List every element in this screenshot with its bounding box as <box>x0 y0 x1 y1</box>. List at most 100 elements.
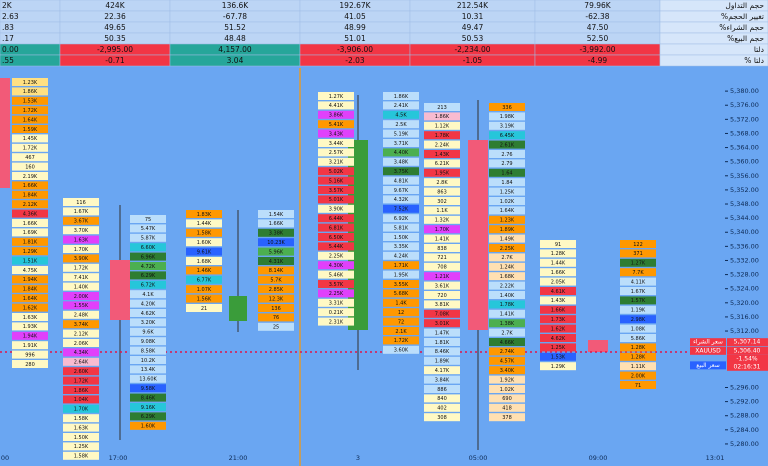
cell <box>130 356 166 364</box>
cell <box>620 268 656 277</box>
header-value: 51.52 <box>224 23 246 32</box>
cell-value: 76 <box>273 315 279 321</box>
cell-value: 2.76 <box>501 152 512 158</box>
cell <box>489 356 525 365</box>
cell <box>130 252 166 261</box>
cell-value: 4.5K <box>395 113 407 119</box>
tag-extra-box <box>727 354 768 371</box>
cell <box>489 375 525 384</box>
cell-value: 4.34K <box>74 350 89 356</box>
header-value: 212.54K <box>457 1 489 10</box>
cell-value: 6.21K <box>435 161 450 167</box>
cell-value: 1.66K <box>23 221 38 227</box>
cell-value: 6.81K <box>329 225 344 231</box>
header-value: 192.67K <box>339 1 371 10</box>
cell-value: 1.11K <box>631 364 646 370</box>
cell-value: 1.50K <box>74 435 89 441</box>
cell-value: 2.74K <box>500 349 515 355</box>
cell-value: 2.79 <box>501 161 512 167</box>
cell-value: 3.55K <box>394 282 409 288</box>
cell-value: 402 <box>437 406 447 412</box>
cell <box>63 376 99 385</box>
cell-value: 1.04K <box>74 397 89 403</box>
header-value: -2.03 <box>345 56 365 65</box>
cell <box>258 210 294 218</box>
cell <box>12 341 48 350</box>
cell <box>424 328 460 337</box>
cell <box>63 310 99 319</box>
cell <box>424 366 460 375</box>
header-value: 2.63 <box>2 12 19 21</box>
header-value: 4,157.00 <box>218 45 252 54</box>
cell-value: 1.38K <box>500 321 515 327</box>
tag-price: 5,307.14 <box>734 339 761 346</box>
cell-value: 6.72K <box>141 283 156 289</box>
cell <box>12 228 48 237</box>
cell <box>424 281 460 290</box>
cell-value: 1.41K <box>435 236 450 242</box>
cell <box>424 356 460 365</box>
cell-value: 1.08K <box>631 326 646 332</box>
cell <box>258 247 294 256</box>
cell <box>489 253 525 262</box>
cell <box>489 197 525 205</box>
cell <box>424 262 460 271</box>
cell <box>318 186 354 194</box>
cell-value: 1.64K <box>23 117 38 123</box>
cell-value: 1.23K <box>23 80 38 86</box>
cell <box>12 350 48 359</box>
cell-value: 2.25K <box>329 291 344 297</box>
cell-value: 6.29K <box>141 414 156 420</box>
cell <box>63 339 99 347</box>
cell-value: 122 <box>633 242 643 248</box>
cell <box>620 381 656 389</box>
cell-value: 1.41K <box>500 312 515 318</box>
cell-value: 6.45K <box>500 133 515 139</box>
cell <box>318 157 354 166</box>
cell <box>620 324 656 333</box>
cell <box>130 271 166 280</box>
cell <box>489 366 525 375</box>
cell-value: 6.96K <box>141 254 156 260</box>
cell <box>540 362 576 371</box>
cell-value: 3.40K <box>500 368 515 374</box>
cell <box>383 233 419 241</box>
cell-value: 1.1K <box>436 208 448 214</box>
cell <box>489 300 525 309</box>
cell-value: 1.66K <box>551 270 566 276</box>
cell <box>620 352 656 361</box>
axis-label: 5,312.00 <box>730 327 759 335</box>
cell-value: 1.62K <box>551 326 566 332</box>
tag-label-box <box>690 338 726 347</box>
header-value: 0.00 <box>2 45 19 54</box>
axis-label: 5,336.00 <box>730 242 759 250</box>
cell <box>383 101 419 110</box>
cell <box>424 394 460 403</box>
cell <box>63 273 99 282</box>
axis-label: 5,332.00 <box>730 256 759 264</box>
cell <box>424 338 460 346</box>
cell <box>63 226 99 235</box>
header-row-label: % دلتا <box>744 56 764 65</box>
cell-value: 7.52K <box>394 207 409 213</box>
axis-label: 5,360.00 <box>730 158 759 166</box>
cell-value: 3.44K <box>329 141 344 147</box>
header-value: 136.6K <box>222 1 249 10</box>
cell <box>424 215 460 224</box>
cell-value: 71 <box>635 383 641 389</box>
header-value: .17 <box>2 34 14 43</box>
cell <box>489 347 525 356</box>
axis-label: 5,380.00 <box>730 87 759 95</box>
cell-value: 2.48K <box>74 313 89 319</box>
cell-value: 1.63K <box>23 315 38 321</box>
header-value: .55 <box>2 56 14 65</box>
cell-value: 1.58K <box>74 416 89 422</box>
header-value: 79.96K <box>584 1 611 10</box>
cell <box>258 266 294 275</box>
cell-value: 5.47K <box>141 226 156 232</box>
cell <box>489 103 525 111</box>
cell <box>130 421 166 430</box>
cell <box>63 245 99 253</box>
cell-value: 721 <box>437 255 447 261</box>
cell <box>540 277 576 286</box>
